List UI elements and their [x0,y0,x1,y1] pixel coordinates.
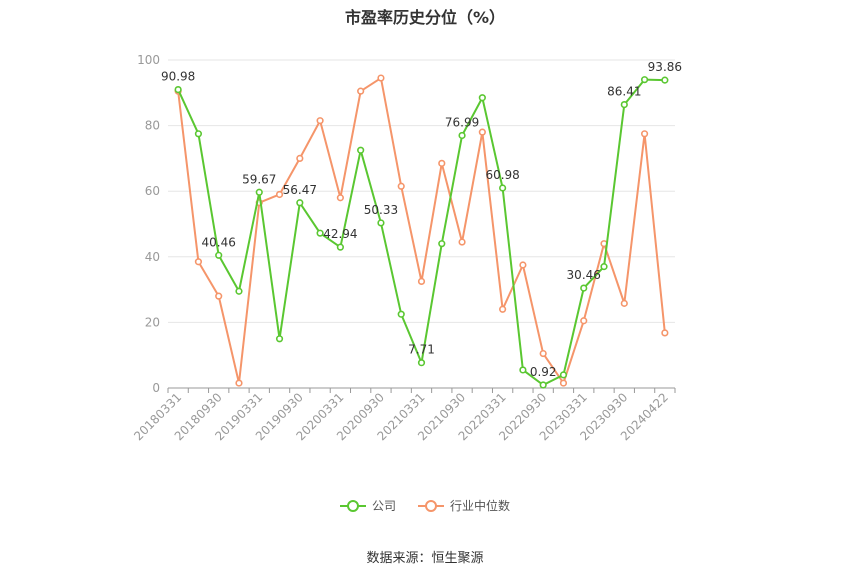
data-point-industry [640,130,649,138]
data-point-industry [275,190,284,199]
data-point-industry [661,329,669,337]
data-point-industry [377,74,385,82]
data-point-company [275,335,284,343]
legend-item-company[interactable]: 公司 [339,497,396,514]
data-label: 50.33 [364,203,398,217]
data-label: 59.67 [242,172,276,186]
data-point-industry [215,292,223,300]
data-point-industry [458,238,466,246]
data-point-company [357,146,365,154]
data-source: 数据来源：恒生聚源 [366,551,484,566]
legend-label-industry: 行业中位数 [450,499,511,513]
data-point-company [174,85,182,94]
data-point-company [600,263,608,271]
data-label: 7.71 [408,343,435,357]
data-label: 0.92 [530,365,557,379]
legend: 公司 行业中位数 [0,497,850,514]
data-point-company [417,359,426,367]
data-point-company [559,371,568,379]
data-point-company [580,284,588,292]
data-point-industry [397,182,405,190]
data-point-company [640,76,649,84]
data-point-company [336,243,344,251]
data-point-company [235,287,243,295]
data-point-industry [580,317,588,325]
data-label: 86.41 [607,85,641,99]
data-label: 40.46 [202,235,236,249]
data-point-company [458,131,466,140]
y-tick-label: 100 [137,53,160,67]
data-point-company [519,366,527,374]
data-label: 93.86 [648,60,682,74]
data-label: 90.98 [161,70,195,84]
data-point-company [316,229,324,237]
data-point-industry [559,379,568,387]
data-label: 56.47 [283,183,317,197]
data-point-industry [357,87,365,95]
data-point-company [377,219,385,227]
data-point-industry [336,194,344,202]
data-point-company [539,381,547,389]
data-point-company [397,310,405,318]
data-point-company [478,94,486,102]
y-tick-label: 60 [145,184,160,198]
legend-marker-company [339,499,366,513]
data-point-company [661,76,669,84]
data-point-industry [620,299,628,307]
data-point-company [255,188,263,196]
data-label: 30.46 [567,268,601,282]
data-point-industry [417,277,426,286]
data-point-industry [539,349,547,358]
data-point-industry [296,154,304,162]
data-point-industry [194,258,203,266]
data-point-industry [316,117,324,125]
data-point-company [194,130,203,138]
legend-label-company: 公司 [371,499,396,513]
y-tick-label: 80 [145,119,160,133]
data-label: 76.99 [445,115,479,129]
legend-item-industry[interactable]: 行业中位数 [418,497,510,514]
chart-title: 市盈率历史分位（%） [344,8,506,27]
data-point-industry [519,261,527,269]
data-point-industry [499,305,507,313]
data-point-company [499,184,507,192]
data-label: 60.98 [485,168,519,182]
legend-marker-industry [418,499,444,513]
y-tick-label: 40 [145,250,160,264]
y-tick-label: 20 [145,315,160,329]
data-point-company [215,251,223,259]
data-point-industry [235,379,243,387]
data-point-industry [478,128,486,136]
data-point-company [296,199,304,207]
data-point-company [620,100,628,109]
data-point-company [438,240,446,248]
data-point-industry [438,159,446,167]
y-tick-label: 0 [152,381,160,395]
data-label: 42.94 [323,227,357,241]
